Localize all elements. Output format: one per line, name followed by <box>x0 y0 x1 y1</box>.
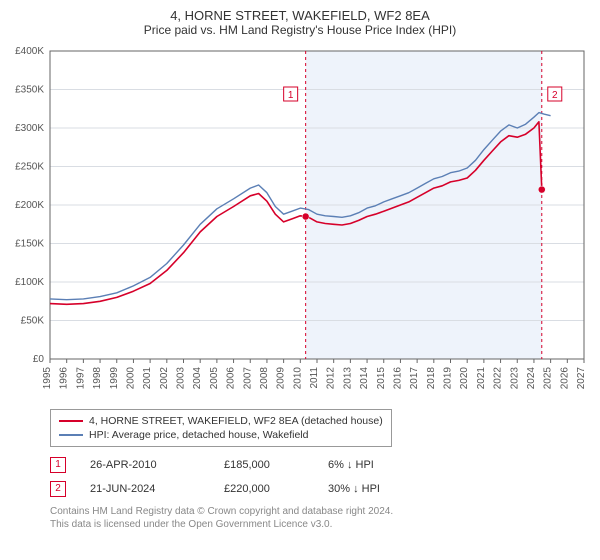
transaction-row: 2 21-JUN-2024 £220,000 30% ↓ HPI <box>50 477 588 501</box>
transaction-pct: 6% ↓ HPI <box>328 459 438 471</box>
svg-text:2019: 2019 <box>443 367 454 390</box>
svg-text:2: 2 <box>552 90 558 101</box>
transaction-price: £220,000 <box>224 483 304 495</box>
svg-text:2018: 2018 <box>426 367 437 390</box>
svg-text:2027: 2027 <box>576 367 587 390</box>
transaction-date: 21-JUN-2024 <box>90 483 200 495</box>
svg-text:£300K: £300K <box>15 123 44 134</box>
svg-text:2012: 2012 <box>326 367 337 390</box>
svg-text:2007: 2007 <box>242 367 253 390</box>
transaction-date: 26-APR-2010 <box>90 459 200 471</box>
svg-text:1995: 1995 <box>42 367 53 390</box>
svg-text:2010: 2010 <box>292 367 303 390</box>
svg-text:2005: 2005 <box>209 367 220 390</box>
svg-text:1: 1 <box>288 90 294 101</box>
svg-text:2021: 2021 <box>476 367 487 390</box>
svg-text:2017: 2017 <box>409 367 420 390</box>
footer-line: Contains HM Land Registry data © Crown c… <box>50 505 588 518</box>
svg-text:1997: 1997 <box>75 367 86 390</box>
footer-line: This data is licensed under the Open Gov… <box>50 518 588 531</box>
transaction-marker: 1 <box>50 457 66 473</box>
svg-text:2020: 2020 <box>459 367 470 390</box>
svg-text:2001: 2001 <box>142 367 153 390</box>
legend-label: 4, HORNE STREET, WAKEFIELD, WF2 8EA (det… <box>89 415 383 427</box>
svg-text:2014: 2014 <box>359 367 370 390</box>
svg-text:2022: 2022 <box>493 367 504 390</box>
svg-text:2009: 2009 <box>276 367 287 390</box>
legend-row: HPI: Average price, detached house, Wake… <box>59 428 383 442</box>
svg-text:1998: 1998 <box>92 367 103 390</box>
svg-text:2026: 2026 <box>559 367 570 390</box>
svg-text:2003: 2003 <box>176 367 187 390</box>
svg-text:2008: 2008 <box>259 367 270 390</box>
svg-text:£400K: £400K <box>15 46 44 57</box>
svg-text:1996: 1996 <box>59 367 70 390</box>
svg-text:2006: 2006 <box>226 367 237 390</box>
svg-text:£50K: £50K <box>21 316 45 327</box>
legend: 4, HORNE STREET, WAKEFIELD, WF2 8EA (det… <box>50 409 392 447</box>
svg-text:£350K: £350K <box>15 85 44 96</box>
svg-text:2023: 2023 <box>509 367 520 390</box>
transaction-table: 1 26-APR-2010 £185,000 6% ↓ HPI 2 21-JUN-2024… <box>50 453 588 501</box>
chart-area: £0 £50K £100K £150K £200K £250K £300K £350K £400… <box>0 43 600 403</box>
line-chart-svg: £0 £50K £100K £150K £200K £250K £300K £350K £400… <box>0 43 600 403</box>
chart-subtitle: Price paid vs. HM Land Registry's House … <box>0 23 600 43</box>
svg-text:£100K: £100K <box>15 277 44 288</box>
svg-text:2016: 2016 <box>392 367 403 390</box>
transaction-marker: 2 <box>50 481 66 497</box>
svg-text:£0: £0 <box>33 354 45 365</box>
svg-text:£200K: £200K <box>15 200 44 211</box>
legend-swatch <box>59 434 83 436</box>
chart-title: 4, HORNE STREET, WAKEFIELD, WF2 8EA <box>0 0 600 23</box>
svg-text:2024: 2024 <box>526 367 537 390</box>
svg-text:£250K: £250K <box>15 162 44 173</box>
transaction-price: £185,000 <box>224 459 304 471</box>
transaction-pct: 30% ↓ HPI <box>328 483 438 495</box>
svg-text:2004: 2004 <box>192 367 203 390</box>
footer-attribution: Contains HM Land Registry data © Crown c… <box>50 505 588 531</box>
svg-text:2013: 2013 <box>342 367 353 390</box>
svg-text:2025: 2025 <box>543 367 554 390</box>
legend-swatch <box>59 420 83 422</box>
svg-text:2011: 2011 <box>309 367 320 389</box>
transaction-row: 1 26-APR-2010 £185,000 6% ↓ HPI <box>50 453 588 477</box>
svg-text:2015: 2015 <box>376 367 387 390</box>
svg-text:2002: 2002 <box>159 367 170 390</box>
svg-text:2000: 2000 <box>125 367 136 390</box>
svg-text:1999: 1999 <box>109 367 120 390</box>
legend-label: HPI: Average price, detached house, Wake… <box>89 429 308 441</box>
svg-text:£150K: £150K <box>15 239 44 250</box>
legend-row: 4, HORNE STREET, WAKEFIELD, WF2 8EA (det… <box>59 414 383 428</box>
